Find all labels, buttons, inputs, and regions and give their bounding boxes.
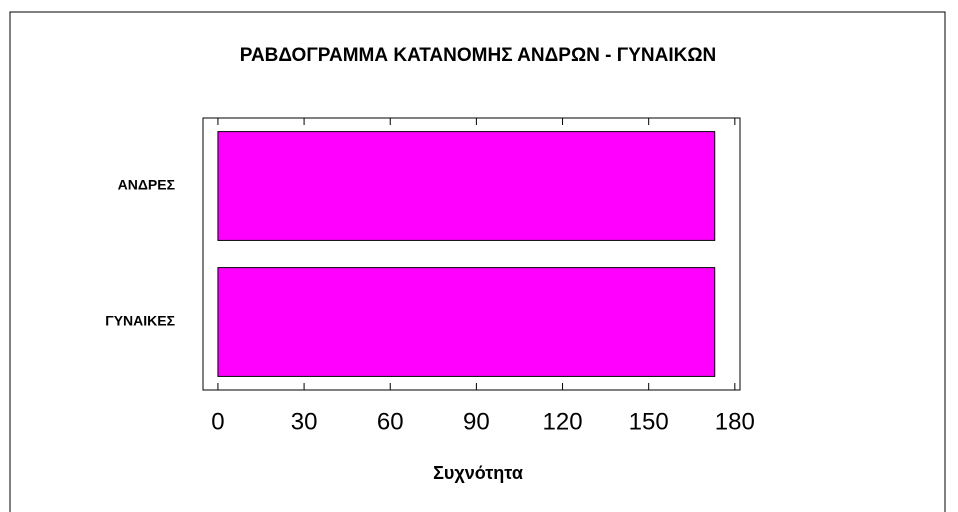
x-tick-label: 180 bbox=[715, 408, 755, 435]
chart-title: ΡΑΒΔΟΓΡΑΜΜΑ ΚΑΤΑΝΟΜΗΣ ΑΝΔΡΩΝ - ΓΥΝΑΙΚΩΝ bbox=[240, 45, 717, 66]
y-tick-label: ΑΝΔΡΕΣ bbox=[118, 177, 175, 193]
bar bbox=[217, 131, 716, 241]
x-tick-label: 150 bbox=[629, 408, 669, 435]
x-tick-label: 30 bbox=[291, 408, 318, 435]
x-tick-label: 0 bbox=[211, 408, 224, 435]
y-tick-label: ΓΥΝΑΙΚΕΣ bbox=[105, 313, 175, 329]
plot-frame bbox=[202, 117, 741, 391]
x-axis-label: Συχνότητα bbox=[433, 463, 523, 483]
x-tick-label: 60 bbox=[377, 408, 404, 435]
chart-frame bbox=[9, 11, 946, 512]
x-tick-label: 90 bbox=[463, 408, 490, 435]
x-tick-label: 120 bbox=[543, 408, 583, 435]
bar bbox=[217, 267, 716, 377]
